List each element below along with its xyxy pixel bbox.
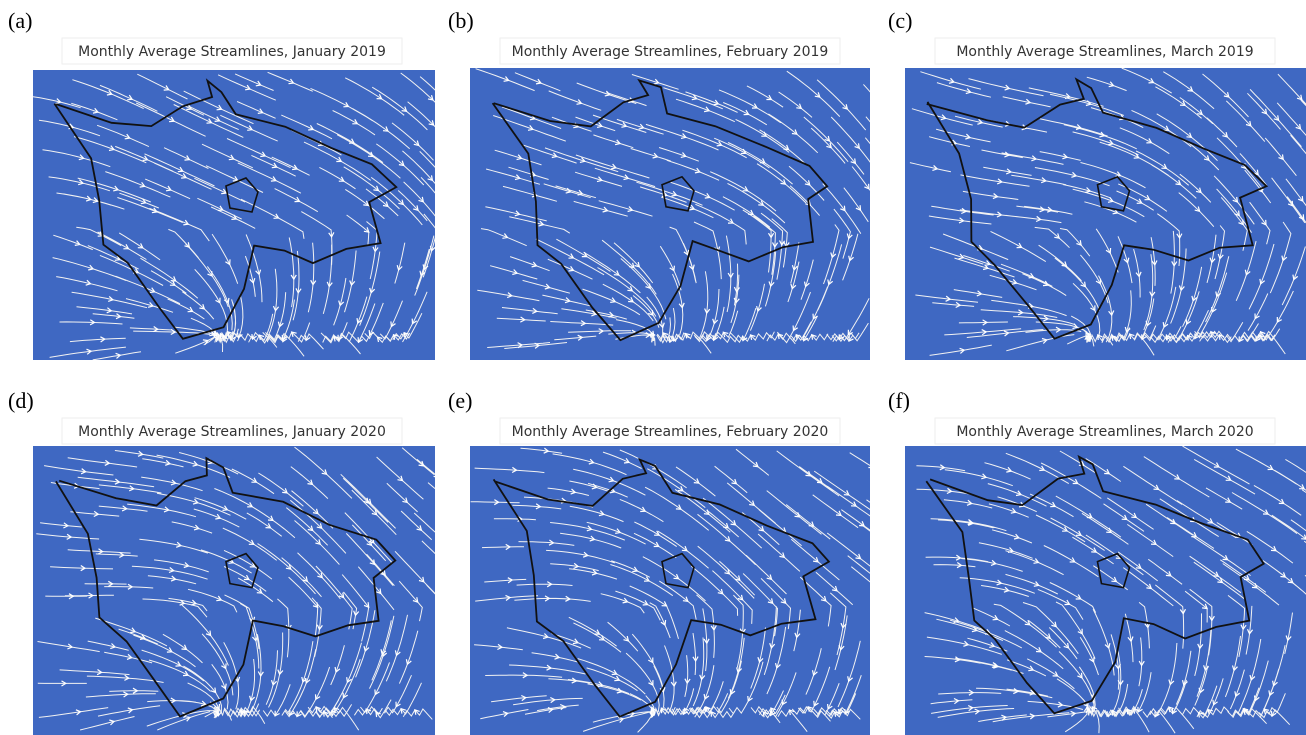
panel-label: (c): [888, 8, 912, 33]
panel-label: (b): [448, 8, 474, 33]
panel: (a) Monthly Average Streamlines, January …: [8, 8, 435, 360]
arrowheads: [932, 77, 1305, 354]
panel: (d) Monthly Average Streamlines, January …: [8, 388, 435, 735]
region-boundary: [491, 78, 829, 342]
inner-boundary: [1096, 175, 1131, 212]
panel-title: Monthly Average Streamlines, January 202…: [78, 424, 386, 440]
inner-boundary: [1096, 552, 1131, 589]
map-content: [475, 68, 870, 354]
map-content: [916, 446, 1306, 734]
region-boundary: [53, 78, 398, 340]
panel-title: Monthly Average Streamlines, February 20…: [512, 424, 829, 440]
arrowheads: [502, 76, 870, 349]
title-box: [499, 37, 841, 65]
region-boundary: [492, 457, 831, 718]
panel-label: (a): [8, 8, 32, 33]
region-boundary: [55, 456, 397, 718]
panel-label: (e): [448, 388, 472, 413]
map-content: [36, 446, 435, 731]
streamlines: [36, 446, 435, 731]
arrowheads: [61, 450, 435, 726]
title-box: [934, 37, 1276, 65]
title-box: [934, 417, 1276, 445]
inner-boundary: [225, 177, 259, 213]
panel: (f) Monthly Average Streamlines, March 20…: [888, 388, 1306, 735]
panel-label: (d): [8, 388, 34, 413]
map-background: [470, 446, 870, 735]
panel-title: Monthly Average Streamlines, March 2019: [956, 44, 1253, 60]
inner-boundary: [661, 552, 695, 589]
map-content: [909, 68, 1306, 356]
arrowheads: [939, 460, 1306, 721]
panel: (e) Monthly Average Streamlines, February…: [448, 388, 870, 735]
inner-boundary: [661, 175, 695, 212]
title-box: [61, 417, 403, 445]
panel-title: Monthly Average Streamlines, March 2020: [956, 424, 1253, 440]
panel-label: (f): [888, 388, 910, 413]
inner-boundary: [225, 552, 259, 589]
map-content: [470, 447, 870, 733]
title-box: [61, 37, 403, 65]
region-boundary: [925, 454, 1265, 715]
map-content: [33, 71, 435, 360]
arrowheads: [493, 447, 870, 723]
streamlines: [33, 71, 435, 360]
region-boundary: [926, 77, 1269, 340]
panel: (b) Monthly Average Streamlines, February…: [448, 8, 870, 360]
panel-title: Monthly Average Streamlines, January 201…: [78, 44, 386, 60]
panel-title: Monthly Average Streamlines, February 20…: [512, 44, 829, 60]
title-box: [499, 417, 841, 445]
streamlines: [470, 447, 870, 733]
panel: (c) Monthly Average Streamlines, March 20…: [888, 8, 1306, 360]
